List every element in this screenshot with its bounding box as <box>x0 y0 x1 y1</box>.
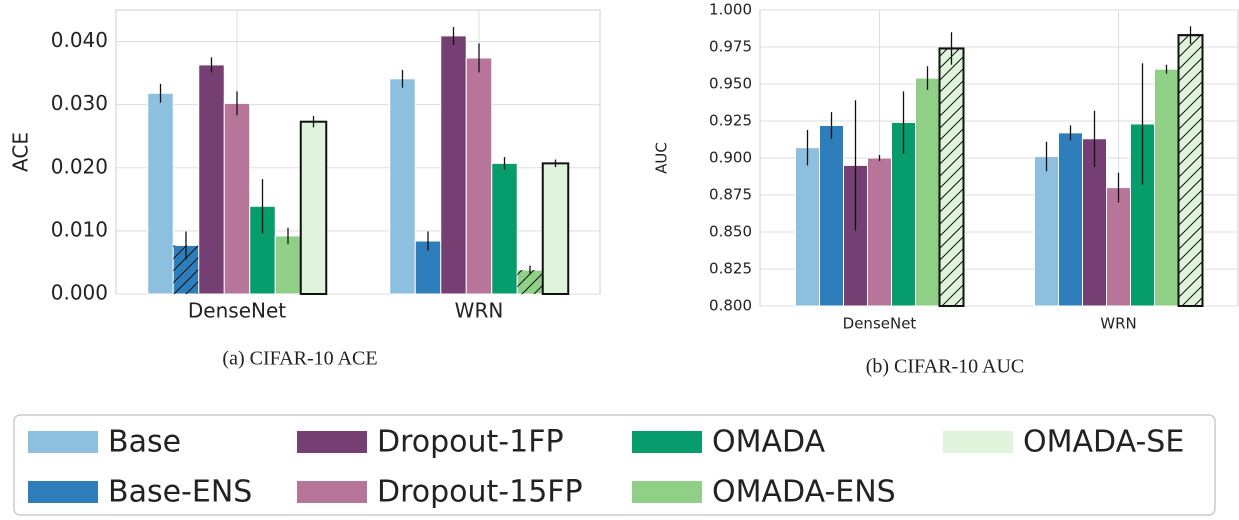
x-tick-label: DenseNet <box>188 299 286 323</box>
bar-hatch <box>1177 34 1204 307</box>
y-tick-label: 0.000 <box>51 281 108 305</box>
legend-label: OMADA <box>712 425 826 460</box>
bar-hatch <box>517 270 543 294</box>
bar <box>299 120 328 295</box>
y-tick-label: 0.020 <box>51 154 108 178</box>
legend-swatch <box>297 431 367 453</box>
bar <box>1034 156 1059 307</box>
y-tick-label: 0.800 <box>709 297 752 315</box>
x-tick-label: WRN <box>1100 315 1136 333</box>
bar <box>915 77 940 307</box>
legend-label: Base <box>108 425 181 460</box>
caption: (a) CIFAR-10 ACE <box>222 348 377 370</box>
bar <box>1154 68 1179 307</box>
legend-swatch <box>28 481 98 503</box>
bar <box>198 64 225 295</box>
bar <box>274 235 302 295</box>
legend-swatch <box>28 431 98 453</box>
y-tick-label: 1.000 <box>709 1 752 19</box>
bar <box>223 102 251 295</box>
legend-label: Dropout-15FP <box>377 475 583 510</box>
y-tick-label: 0.010 <box>51 217 108 241</box>
bar <box>389 78 416 295</box>
y-tick-label: 0.925 <box>709 112 752 130</box>
bar-hatch <box>938 47 965 307</box>
legend-label: Dropout-1FP <box>377 425 564 460</box>
bar <box>491 162 518 295</box>
bar <box>795 147 820 307</box>
bar <box>465 57 493 295</box>
y-tick-label: 0.040 <box>51 28 108 52</box>
y-tick-label: 0.850 <box>709 223 752 241</box>
bar <box>867 157 892 307</box>
caption: (b) CIFAR-10 AUC <box>866 356 1025 378</box>
bar <box>147 92 174 295</box>
y-tick-label: 0.950 <box>709 75 752 93</box>
y-tick-label: 0.030 <box>51 91 108 115</box>
legend-label: OMADA-SE <box>1023 425 1184 460</box>
y-tick-label: 0.875 <box>709 186 752 204</box>
bar <box>541 162 570 295</box>
bar <box>819 124 844 307</box>
y-axis-label: AUC <box>653 142 671 174</box>
legend-label: Base-ENS <box>108 475 252 510</box>
y-tick-label: 0.975 <box>709 38 752 56</box>
y-tick-label: 0.825 <box>709 260 752 278</box>
legend-swatch <box>297 481 367 503</box>
legend-swatch <box>632 481 702 503</box>
legend-label: OMADA-ENS <box>712 475 896 510</box>
legend-swatch <box>943 431 1013 453</box>
bar <box>440 35 467 295</box>
x-tick-label: DenseNet <box>843 315 917 333</box>
x-tick-label: WRN <box>455 299 504 323</box>
y-tick-label: 0.900 <box>709 149 752 167</box>
bar <box>1058 132 1083 307</box>
y-axis-label: ACE <box>9 132 33 172</box>
legend-swatch <box>632 431 702 453</box>
bar <box>1106 187 1131 307</box>
